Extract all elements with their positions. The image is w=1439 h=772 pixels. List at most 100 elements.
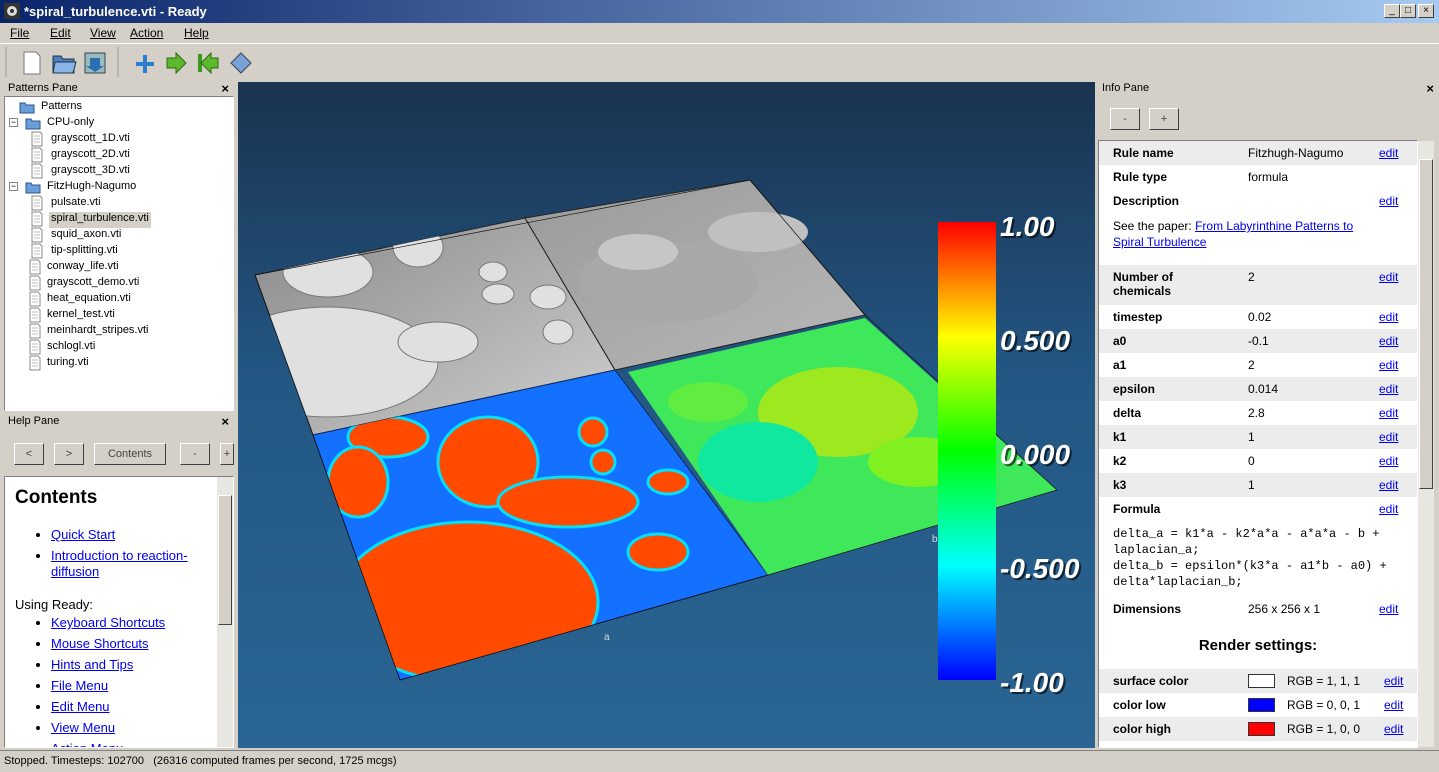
help-button[interactable]: >	[54, 443, 84, 465]
expander[interactable]: −	[9, 117, 18, 127]
menu-item[interactable]: Edit	[50, 26, 71, 40]
tree-item[interactable]: FitzHugh-Nagumo	[47, 180, 137, 192]
edit-link[interactable]: edit	[1379, 430, 1399, 444]
help-button[interactable]: +	[220, 443, 234, 465]
file-lines	[34, 215, 40, 223]
help-link[interactable]: Edit Menu	[51, 699, 110, 714]
run-icon[interactable]	[166, 51, 187, 75]
render-row: surface color RGB = 1, 1, 1 edit	[1099, 669, 1417, 693]
edit-link[interactable]: edit	[1379, 358, 1399, 372]
edit-link[interactable]: edit	[1379, 194, 1399, 208]
file-lines	[34, 135, 40, 143]
app-icon	[4, 3, 20, 19]
info-label: Rule type	[1113, 170, 1168, 184]
tree-item[interactable]: kernel_test.vti	[47, 308, 115, 320]
help-button[interactable]: Contents	[94, 443, 166, 465]
help-link[interactable]: Keyboard Shortcuts	[51, 615, 166, 630]
info-label: k2	[1113, 454, 1127, 468]
pane-title: Help Pane	[8, 415, 60, 427]
tree-item[interactable]: tip-splitting.vti	[51, 244, 118, 256]
gpu-icon[interactable]	[230, 52, 252, 74]
file-icon	[31, 243, 43, 259]
info-value: Fitzhugh-Nagumo	[1248, 146, 1344, 160]
menu-item[interactable]: File	[10, 26, 30, 40]
info-button[interactable]: -	[1110, 108, 1140, 130]
edit-link[interactable]: edit	[1379, 602, 1399, 616]
edit-link[interactable]: edit	[1379, 334, 1399, 348]
info-label: Description	[1113, 194, 1180, 208]
scrollbar[interactable]	[1418, 141, 1434, 747]
tree-item[interactable]: turing.vti	[47, 356, 89, 368]
colorbar-labels: 1.001.000.5000.5000.0000.000-0.500-0.500…	[1000, 211, 1082, 700]
tree-item[interactable]: schlogl.vti	[47, 340, 96, 352]
close-pane[interactable]: ×	[1426, 81, 1434, 96]
save-icon[interactable]	[84, 52, 106, 74]
menu-bar: File Edit View Action Help	[0, 24, 1439, 42]
add-icon[interactable]	[136, 55, 154, 73]
render-viewport[interactable]: 1.001.000.5000.5000.0000.000-0.500-0.500…	[238, 82, 1095, 748]
reset-icon[interactable]	[198, 51, 219, 75]
menu-item[interactable]: Action	[130, 26, 164, 40]
file-lines	[32, 279, 38, 287]
help-link[interactable]: File Menu	[51, 678, 109, 693]
edit-link[interactable]: edit	[1379, 406, 1399, 420]
help-list-item: Hints and Tips	[51, 657, 215, 673]
info-row: Rule type formula	[1099, 165, 1417, 189]
open-icon[interactable]	[52, 55, 77, 74]
menu-item[interactable]: Help	[184, 26, 209, 40]
close-button[interactable]: ×	[1418, 4, 1434, 18]
paper-link[interactable]: From Labyrinthine Patterns to Spiral Tur…	[1113, 219, 1354, 249]
tree-item[interactable]: grayscott_1D.vti	[51, 132, 130, 144]
help-link[interactable]: Hints and Tips	[51, 657, 134, 672]
edit-link[interactable]: edit	[1384, 722, 1404, 736]
tree-item[interactable]: squid_axon.vti	[51, 228, 122, 240]
menu-item[interactable]: View	[90, 26, 116, 40]
tree-item[interactable]: conway_life.vti	[47, 260, 119, 272]
edit-link[interactable]: edit	[1379, 502, 1399, 516]
edit-link[interactable]: edit	[1379, 310, 1399, 324]
edit-link[interactable]: edit	[1379, 146, 1399, 160]
info-value: -0.1	[1248, 334, 1269, 348]
info-label: surface color	[1113, 674, 1189, 688]
new-icon[interactable]	[23, 51, 41, 75]
help-link[interactable]: View Menu	[51, 720, 116, 735]
tree-item[interactable]: Patterns	[41, 100, 82, 112]
help-link[interactable]: Introduction to reaction-diffusion	[51, 548, 188, 579]
help-heading: Contents	[15, 487, 98, 508]
edit-link[interactable]: edit	[1379, 478, 1399, 492]
tree-item[interactable]: spiral_turbulence.vti	[49, 212, 151, 228]
help-link[interactable]: Mouse Shortcuts	[51, 636, 149, 651]
expander[interactable]: −	[9, 181, 18, 191]
info-button[interactable]: +	[1149, 108, 1179, 130]
help-button[interactable]: -	[180, 443, 210, 465]
maximize-button[interactable]: □	[1400, 4, 1416, 18]
help-link[interactable]: Action Menu	[51, 741, 123, 747]
help-list-item: Keyboard Shortcuts	[51, 615, 215, 631]
edit-link[interactable]: edit	[1379, 270, 1399, 284]
close-pane[interactable]: ×	[221, 81, 229, 96]
edit-link[interactable]: edit	[1379, 454, 1399, 468]
help-button[interactable]: <	[14, 443, 44, 465]
folder-shape	[25, 118, 41, 130]
tree-item[interactable]: CPU-only	[47, 116, 95, 128]
tree-item[interactable]: heat_equation.vti	[47, 292, 131, 304]
info-row: Dimensions 256 x 256 x 1 edit	[1099, 597, 1417, 621]
tree-item[interactable]: grayscott_demo.vti	[47, 276, 140, 288]
file-icon	[31, 131, 43, 147]
scrollbar[interactable]	[217, 477, 233, 747]
help-list-item: Introduction to reaction-diffusion	[51, 548, 215, 580]
tree-item[interactable]: grayscott_3D.vti	[51, 164, 130, 176]
tree-item[interactable]: meinhardt_stripes.vti	[47, 324, 149, 336]
close-pane[interactable]: ×	[221, 414, 229, 429]
file-icon	[29, 307, 41, 323]
tree-item[interactable]: pulsate.vti	[51, 196, 101, 208]
help-link[interactable]: Quick Start	[51, 527, 116, 542]
tree-item[interactable]: grayscott_2D.vti	[51, 148, 130, 160]
info-label: k3	[1113, 478, 1127, 492]
file-icon	[29, 355, 41, 371]
edit-link[interactable]: edit	[1384, 698, 1404, 712]
minimize-button[interactable]: _	[1384, 4, 1400, 18]
folder-shape	[25, 182, 41, 194]
edit-link[interactable]: edit	[1384, 674, 1404, 688]
edit-link[interactable]: edit	[1379, 382, 1399, 396]
